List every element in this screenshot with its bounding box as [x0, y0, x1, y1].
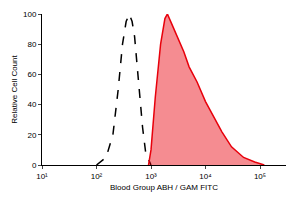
- svg-text:60: 60: [27, 70, 36, 79]
- svg-text:10⁴: 10⁴: [199, 172, 212, 181]
- svg-text:100: 100: [23, 10, 37, 19]
- svg-text:10¹: 10¹: [36, 172, 48, 181]
- svg-text:Relative Cell Count: Relative Cell Count: [10, 54, 19, 123]
- svg-text:10⁵: 10⁵: [254, 172, 266, 181]
- svg-text:20: 20: [27, 131, 36, 140]
- svg-text:Blood Group ABH / GAM FITC: Blood Group ABH / GAM FITC: [110, 183, 218, 192]
- svg-text:40: 40: [27, 100, 36, 109]
- svg-text:10²: 10²: [91, 172, 103, 181]
- svg-text:0: 0: [32, 161, 37, 170]
- svg-text:80: 80: [27, 40, 36, 49]
- svg-text:10³: 10³: [145, 172, 157, 181]
